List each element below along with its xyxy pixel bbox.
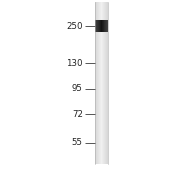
Bar bbox=[105, 2, 106, 164]
Text: 250: 250 bbox=[66, 22, 83, 31]
Bar bbox=[107, 2, 108, 164]
Text: 55: 55 bbox=[72, 138, 83, 147]
Bar bbox=[96, 20, 97, 32]
Text: 130: 130 bbox=[66, 59, 83, 68]
Bar bbox=[97, 20, 98, 32]
Text: 72: 72 bbox=[72, 110, 83, 119]
Bar bbox=[98, 20, 99, 32]
Bar bbox=[98, 2, 99, 164]
Bar bbox=[105, 20, 106, 32]
Bar bbox=[96, 2, 97, 164]
Bar bbox=[99, 20, 100, 32]
Bar bbox=[97, 2, 98, 164]
Text: 95: 95 bbox=[72, 84, 83, 93]
Bar bbox=[99, 2, 100, 164]
Bar bbox=[106, 2, 107, 164]
Bar bbox=[103, 20, 104, 32]
Bar bbox=[100, 2, 101, 164]
Bar bbox=[101, 20, 102, 32]
Bar bbox=[103, 2, 104, 164]
Bar bbox=[100, 20, 101, 32]
Bar bbox=[104, 2, 105, 164]
Bar bbox=[102, 20, 103, 32]
Bar bbox=[106, 20, 107, 32]
Bar bbox=[104, 20, 105, 32]
Bar bbox=[101, 2, 102, 164]
Bar bbox=[95, 2, 96, 164]
Bar bbox=[102, 2, 103, 164]
Bar bbox=[95, 20, 96, 32]
